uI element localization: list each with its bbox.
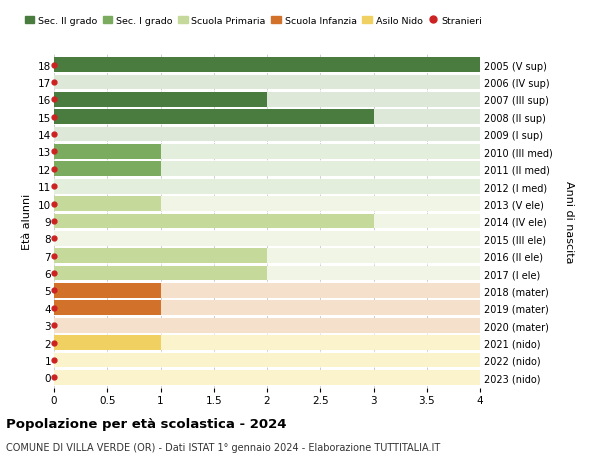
Bar [54, 145, 480, 160]
Bar [54, 231, 480, 246]
Bar [54, 214, 480, 229]
Bar [54, 336, 480, 350]
Bar [54, 162, 480, 177]
Bar [54, 353, 480, 368]
Bar [54, 58, 480, 73]
Bar [54, 283, 480, 298]
Y-axis label: Età alunni: Età alunni [22, 193, 32, 250]
Bar [54, 266, 480, 281]
Bar [54, 93, 267, 107]
Bar [54, 249, 267, 263]
Bar [54, 179, 480, 194]
Bar [54, 301, 480, 315]
Bar [54, 197, 480, 212]
Y-axis label: Anni di nascita: Anni di nascita [564, 180, 574, 263]
Bar [54, 162, 161, 177]
Bar [54, 283, 161, 298]
Bar [54, 370, 480, 385]
Bar [54, 145, 161, 160]
Bar [54, 110, 480, 125]
Bar [54, 197, 161, 212]
Bar [54, 128, 480, 142]
Bar [54, 110, 373, 125]
Bar [54, 93, 480, 107]
Text: COMUNE DI VILLA VERDE (OR) - Dati ISTAT 1° gennaio 2024 - Elaborazione TUTTITALI: COMUNE DI VILLA VERDE (OR) - Dati ISTAT … [6, 442, 440, 452]
Bar [54, 301, 161, 315]
Bar [54, 336, 161, 350]
Text: Popolazione per età scolastica - 2024: Popolazione per età scolastica - 2024 [6, 417, 287, 430]
Bar [54, 75, 480, 90]
Bar [54, 214, 373, 229]
Bar [54, 266, 267, 281]
Legend: Sec. II grado, Sec. I grado, Scuola Primaria, Scuola Infanzia, Asilo Nido, Stran: Sec. II grado, Sec. I grado, Scuola Prim… [25, 17, 482, 26]
Bar [54, 249, 480, 263]
Bar [54, 318, 480, 333]
Bar [54, 58, 480, 73]
